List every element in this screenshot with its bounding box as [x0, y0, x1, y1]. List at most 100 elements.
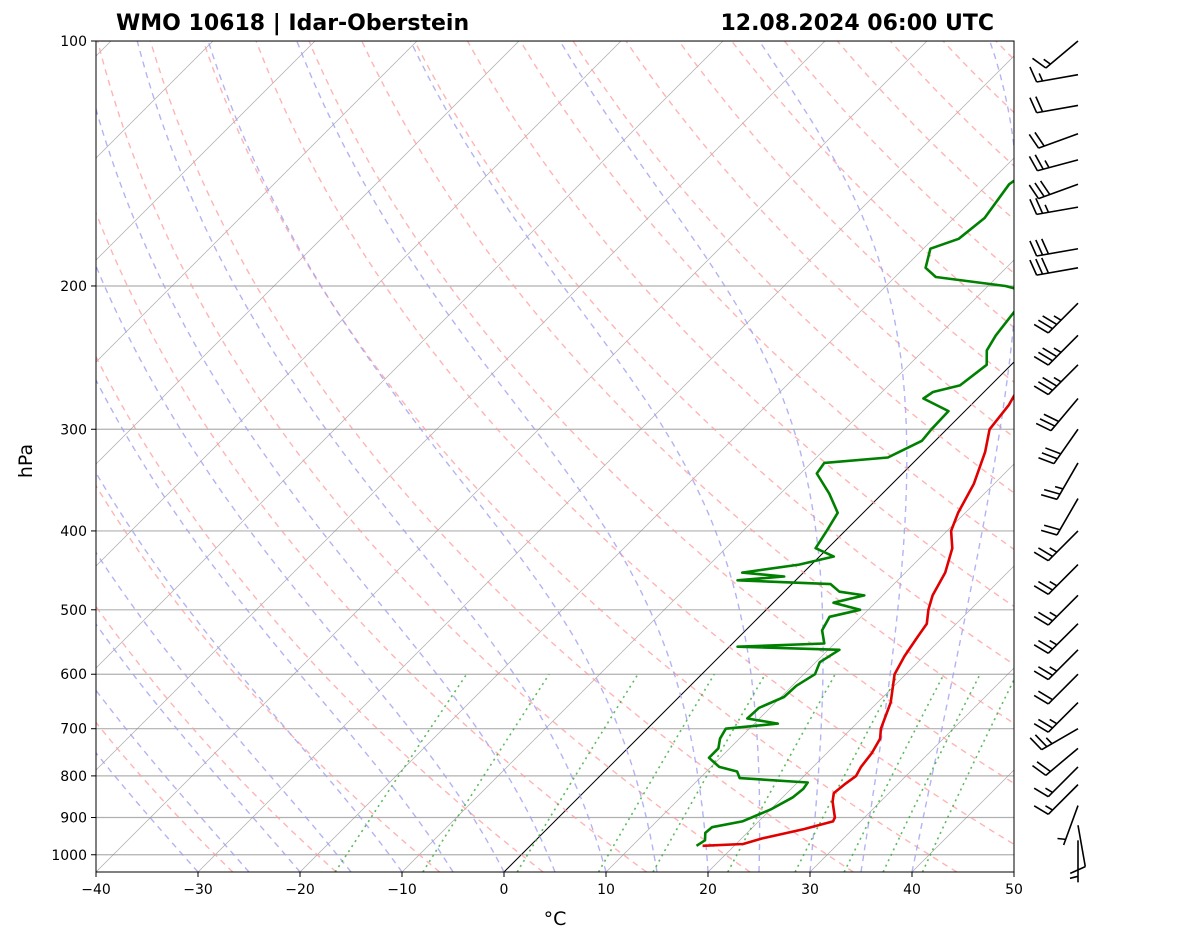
wind-barb-feather [1037, 319, 1053, 330]
wind-barb-feather [1037, 381, 1053, 391]
wind-barb-staff [1036, 206, 1079, 216]
dry-adiabat [572, 41, 1014, 494]
wind-barb-half-feather [1053, 347, 1062, 354]
wind-barb-feather [1035, 197, 1044, 214]
wind-barb-feather [1037, 690, 1053, 701]
mixing-ratio-line [652, 673, 766, 872]
wind-barb-feather [1032, 57, 1047, 69]
dry-adiabat [255, 41, 1014, 846]
wind-barb [1029, 257, 1079, 276]
x-tick-label: 30 [801, 882, 819, 898]
chart-title-station: WMO 10618 | Idar-Oberstein [116, 11, 469, 36]
wind-barb-feather [1033, 723, 1049, 733]
dry-adiabat [413, 41, 1014, 666]
wind-barb-feather [1039, 418, 1056, 427]
isotherm [809, 667, 1014, 872]
x-tick-label: 40 [903, 882, 921, 898]
wind-barb-staff [1047, 649, 1079, 681]
moist-adiabat [911, 41, 1014, 872]
wind-barb [1069, 825, 1087, 875]
dewpoint-line [695, 179, 1014, 847]
wind-barb-feather [1033, 323, 1049, 334]
wind-barb-feather [1037, 611, 1053, 622]
wind-barb-feather [1029, 66, 1038, 83]
wind-barb-feather [1034, 131, 1045, 147]
wind-barb-feather [1029, 737, 1043, 751]
dry-adiabat [625, 41, 1014, 439]
wind-barb [1032, 747, 1079, 776]
y-tick-label: 100 [60, 34, 87, 50]
wind-barb-half-feather [1044, 204, 1050, 213]
mixing-ratio-line [843, 673, 945, 872]
wind-barb-feather [1034, 182, 1045, 198]
wind-barb-feather [1035, 258, 1044, 275]
wind-barb-staff [1036, 247, 1079, 257]
wind-barb-half-feather [1049, 611, 1058, 618]
wind-barb-feather [1032, 765, 1047, 776]
dry-adiabat [731, 41, 1014, 329]
wind-barb-half-feather [1054, 485, 1064, 490]
wind-barb-feather [1043, 524, 1061, 531]
wind-barb-feather [1037, 580, 1053, 591]
x-tick-label: −10 [387, 882, 417, 898]
wind-barb-staff [1056, 462, 1079, 500]
dry-adiabat [96, 211, 647, 872]
wind-barb-staff [1047, 766, 1079, 798]
x-tick-label: −30 [183, 882, 213, 898]
wind-barb-half-feather [1045, 737, 1053, 745]
wind-barb-half-feather [1053, 315, 1062, 321]
wind-barb-feather [1029, 97, 1038, 114]
x-tick-label: −40 [81, 882, 111, 898]
x-tick-label: 0 [500, 882, 509, 898]
mixing-ratio-line [597, 673, 715, 872]
wind-barb-feather [1034, 154, 1044, 170]
wind-barb-half-feather [1045, 805, 1053, 811]
wind-barb-staff [1045, 40, 1079, 69]
wind-barb-feather [1042, 347, 1058, 358]
wind-barb-staff [1062, 805, 1079, 846]
wind-barb [1033, 766, 1079, 798]
wind-barb-feather [1029, 240, 1038, 257]
wind-barb-staff [1037, 159, 1079, 172]
wind-barb-feather [1028, 184, 1040, 200]
isotherm [96, 41, 520, 465]
mixing-ratio-line [794, 673, 899, 872]
wind-barb [1032, 40, 1079, 69]
wind-barb-feather [1040, 529, 1058, 536]
dry-adiabat [361, 41, 1014, 725]
wind-barb-feather [1033, 787, 1049, 798]
wind-barb-staff [1056, 498, 1079, 536]
wind-barb-feather [1033, 694, 1049, 705]
moist-adiabat [96, 264, 505, 872]
wind-barb-half-feather [1043, 58, 1051, 65]
wind-barb [1033, 649, 1079, 681]
moist-adiabat [136, 41, 607, 872]
temperature-line [702, 393, 1014, 848]
wind-barb-feather [1033, 644, 1049, 655]
wind-barb-half-feather [1044, 160, 1050, 169]
wind-barb-half-feather [1049, 718, 1058, 725]
wind-barb-staff [1047, 623, 1079, 654]
isotherm [96, 41, 418, 363]
isotherm [96, 41, 316, 261]
wind-barb-staff [1053, 428, 1079, 465]
isotherm [197, 55, 1014, 872]
wind-barb-feather [1037, 351, 1053, 362]
wind-barb [1029, 96, 1079, 114]
y-tick-label: 700 [60, 722, 87, 738]
wind-barb [1069, 840, 1079, 883]
wind-barb-feather [1035, 422, 1052, 432]
wind-barb-feather [1041, 257, 1050, 274]
wind-barb [1038, 428, 1079, 465]
wind-barb-feather [1040, 494, 1058, 501]
wind-barb-feather [1033, 615, 1049, 626]
chart-title-datetime: 12.08.2024 06:00 UTC [720, 11, 994, 36]
wind-barb [1033, 530, 1079, 562]
wind-barb [1033, 564, 1079, 595]
isotherm [96, 41, 724, 669]
wind-barb-staff [1047, 594, 1079, 626]
isotherm [96, 41, 622, 567]
moist-adiabat [758, 41, 908, 872]
wind-barb-half-feather [1049, 547, 1058, 553]
